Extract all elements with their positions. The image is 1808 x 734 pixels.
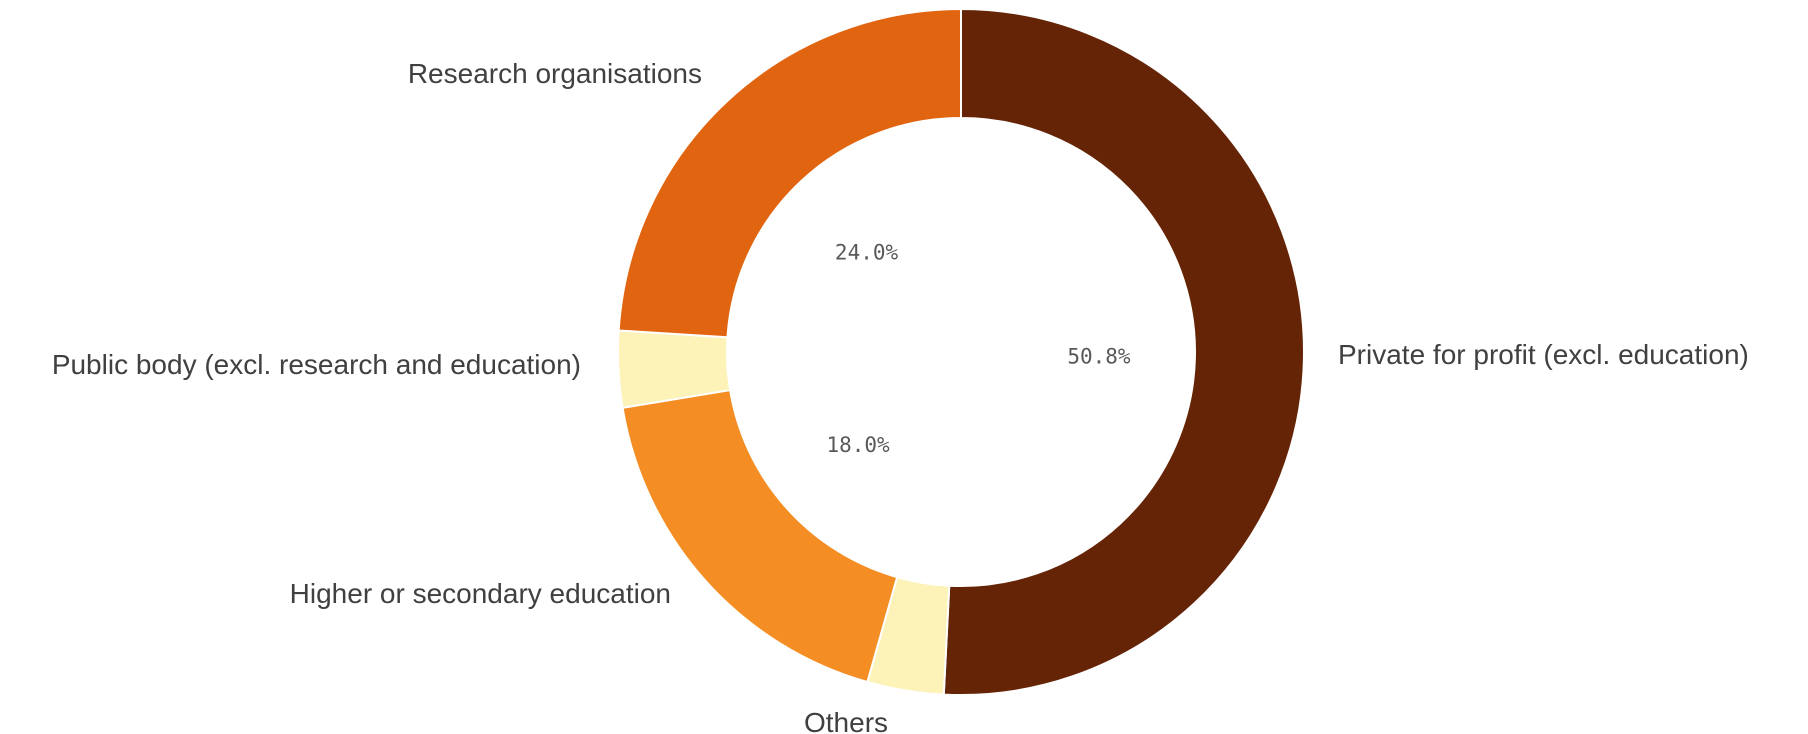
percentage-label-research-organisations: 24.0% (835, 240, 899, 264)
category-label-higher-education: Higher or secondary education (290, 578, 671, 609)
category-label-private-for-profit: Private for profit (excl. education) (1338, 339, 1749, 370)
donut-slice-higher-or-secondary-education (621, 388, 899, 684)
category-label-research-organisations: Research organisations (408, 58, 702, 89)
category-label-others: Others (804, 707, 888, 734)
donut-slice-private-for-profit-excl-education (942, 7, 1305, 696)
donut-slices (617, 7, 1305, 696)
donut-slice-research-organisations (617, 7, 962, 339)
category-labels: Private for profit (excl. education) Oth… (52, 58, 1749, 734)
percentage-label-private-for-profit-excl-education: 50.8% (1067, 344, 1131, 368)
percentage-labels: 50.8% 18.0% 24.0% (826, 240, 1130, 457)
percentage-label-higher-or-secondary-education: 18.0% (826, 433, 890, 457)
category-label-public-body: Public body (excl. research and educatio… (52, 349, 581, 380)
